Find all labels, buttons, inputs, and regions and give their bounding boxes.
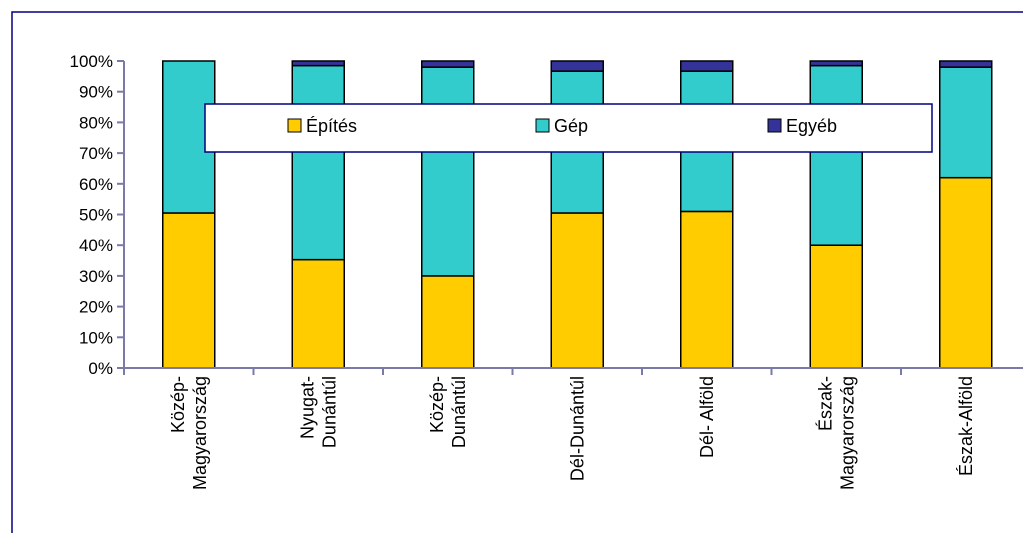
bar-segment-3: [680, 60, 734, 72]
legend-box: [204, 103, 933, 153]
y-tick-label: 30%: [79, 267, 113, 286]
bar-segment-1: [680, 210, 734, 369]
x-tick-label: Dél-Dunántúl: [567, 376, 587, 481]
y-tick-label: 20%: [79, 298, 113, 317]
legend-swatch: [535, 118, 550, 133]
y-tick-label: 90%: [79, 83, 113, 102]
bar-segment-3: [939, 60, 993, 68]
y-tick-label: 70%: [79, 144, 113, 163]
legend-label: Építés: [306, 116, 357, 136]
x-tick-label: Dunántúl: [449, 376, 469, 448]
plot-area: 0%10%20%30%40%50%60%70%80%90%100%Közép- M…: [70, 52, 1023, 490]
bar-segment-2: [291, 64, 345, 261]
bar-segment-2: [939, 66, 993, 179]
bar-segment-1: [550, 212, 604, 369]
y-tick-label: 10%: [79, 328, 113, 347]
y-tick-label: 40%: [79, 236, 113, 255]
x-tick-label: Közép-: [168, 376, 188, 433]
bar-segment-3: [421, 60, 475, 68]
bar-segment-2: [421, 66, 475, 277]
x-tick-label: Észak-: [815, 376, 835, 431]
x-tick-label: Magyarország: [190, 376, 210, 490]
x-tick-label: Magyarország: [837, 376, 857, 490]
bar-segment-3: [550, 60, 604, 72]
y-tick-label: 80%: [79, 113, 113, 132]
x-tick-label: Közép-: [427, 376, 447, 433]
bar-segment-1: [162, 212, 216, 369]
bar-segment-1: [809, 244, 863, 369]
legend-swatch: [767, 118, 782, 133]
y-tick-label: 100%: [70, 52, 113, 71]
legend-swatch: [287, 118, 302, 133]
x-tick-label: Dunántúl: [319, 376, 339, 448]
y-tick-label: 60%: [79, 175, 113, 194]
x-tick-label: Dél- Alföld: [697, 376, 717, 458]
legend-label: Egyéb: [786, 116, 837, 136]
bar-segment-1: [291, 258, 345, 369]
legend: Építés Gép Egyéb: [204, 103, 933, 153]
bar-segment-1: [421, 275, 475, 369]
bar-segment-1: [939, 176, 993, 369]
y-tick-label: 0%: [88, 359, 113, 378]
x-tick-label: Nyugat-: [297, 376, 317, 439]
bar-segment-3: [809, 60, 863, 67]
legend-label: Gép: [554, 116, 588, 136]
x-tick-label: Észak-Alföld: [956, 376, 976, 476]
bar-segment-3: [291, 60, 345, 67]
y-tick-label: 50%: [79, 206, 113, 225]
bar-segment-2: [809, 64, 863, 246]
